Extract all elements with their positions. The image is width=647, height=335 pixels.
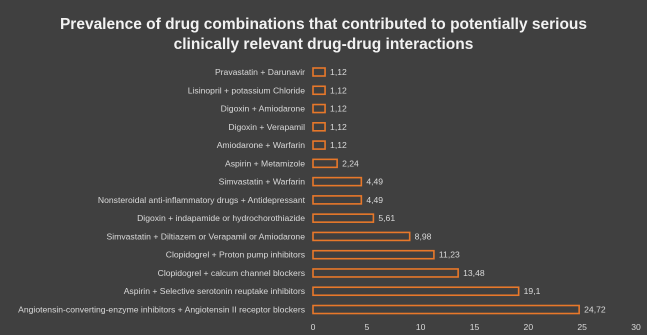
data-label: 8,98: [415, 231, 432, 241]
data-label: 13,48: [463, 268, 485, 278]
bar: [312, 195, 363, 205]
x-tick-label: 10: [416, 322, 426, 332]
data-label: 2,24: [342, 158, 359, 168]
bar: [312, 249, 435, 260]
x-tick-label: 5: [364, 322, 369, 332]
data-label: 1,12: [330, 85, 347, 95]
x-tick-label: 20: [524, 322, 534, 332]
category-label: Digoxin + Amiodarone: [221, 104, 306, 114]
category-label: Aspirin + Metamizole: [225, 158, 305, 168]
category-label: Angiotensin-converting-enzyme inhibitors…: [18, 305, 305, 315]
chart-title: Prevalence of drug combinations that con…: [59, 16, 588, 53]
bar: [312, 286, 520, 297]
category-label: Simvastatin + Warfarin: [219, 177, 306, 187]
data-label: 4,49: [366, 195, 383, 205]
x-tick-label: 30: [631, 322, 641, 332]
bar: [312, 103, 326, 114]
category-label: Digoxin + Verapamil: [228, 122, 305, 132]
data-label: 4,49: [366, 177, 383, 187]
data-label: 1,12: [330, 140, 347, 150]
bar: [312, 176, 363, 187]
bar: [312, 122, 326, 132]
bar: [312, 304, 580, 315]
bar: [312, 85, 326, 96]
category-label: Lisinopril + potassium Chloride: [188, 85, 305, 95]
bar: [312, 67, 326, 77]
bar: [312, 140, 326, 150]
category-label: Digoxin + indapamide or hydrochorothiazi…: [137, 213, 305, 223]
bar: [312, 268, 459, 278]
category-label: Aspirin + Selective serotonin reuptake i…: [124, 286, 305, 296]
category-label: Amiodarone + Warfarin: [217, 140, 306, 150]
x-tick-label: 15: [470, 322, 480, 332]
bar: [312, 158, 338, 169]
data-label: 24,72: [584, 305, 606, 315]
data-label: 1,12: [330, 104, 347, 114]
category-label: Clopidogrel + calcum channel blockers: [158, 268, 305, 278]
bar: [312, 231, 411, 242]
data-label: 19,1: [524, 286, 541, 296]
data-label: 1,12: [330, 67, 347, 77]
x-tick-label: 25: [577, 322, 587, 332]
bar: [312, 213, 375, 223]
data-label: 11,23: [439, 250, 460, 260]
category-label: Clopidogrel + Proton pump inhibitors: [166, 250, 305, 260]
data-label: 5,61: [378, 213, 395, 223]
category-label: Nonsteroidal anti-inflammatory drugs + A…: [98, 195, 306, 205]
category-label: Simvastatin + Diltiazem or Verapamil or …: [107, 231, 306, 241]
data-label: 1,12: [330, 122, 347, 132]
x-tick-label: 0: [311, 322, 316, 332]
category-label: Pravastatin + Darunavir: [215, 67, 305, 77]
